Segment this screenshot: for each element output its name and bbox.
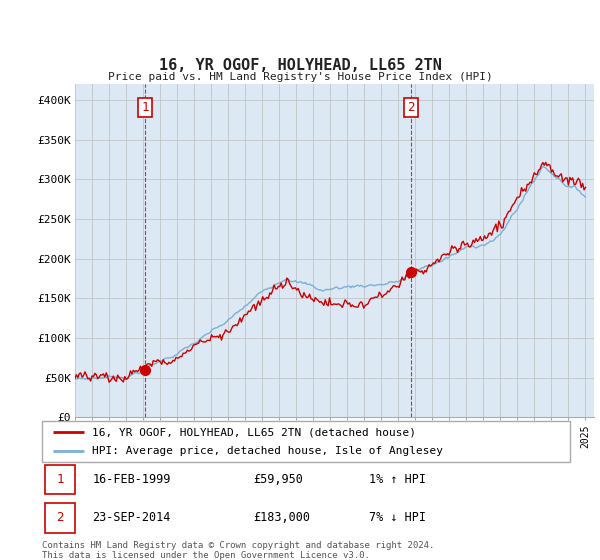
Text: 1% ↑ HPI: 1% ↑ HPI [370,473,427,486]
FancyBboxPatch shape [44,503,75,533]
Text: £59,950: £59,950 [253,473,303,486]
Text: 16, YR OGOF, HOLYHEAD, LL65 2TN: 16, YR OGOF, HOLYHEAD, LL65 2TN [158,58,442,73]
Text: 23-SEP-2014: 23-SEP-2014 [92,511,170,524]
Text: £183,000: £183,000 [253,511,310,524]
Text: 2: 2 [407,101,415,114]
Text: 1: 1 [56,473,64,486]
Text: 16-FEB-1999: 16-FEB-1999 [92,473,170,486]
Text: HPI: Average price, detached house, Isle of Anglesey: HPI: Average price, detached house, Isle… [92,446,443,456]
Text: 16, YR OGOF, HOLYHEAD, LL65 2TN (detached house): 16, YR OGOF, HOLYHEAD, LL65 2TN (detache… [92,427,416,437]
Text: Contains HM Land Registry data © Crown copyright and database right 2024.
This d: Contains HM Land Registry data © Crown c… [42,541,434,560]
FancyBboxPatch shape [44,465,75,494]
Text: 7% ↓ HPI: 7% ↓ HPI [370,511,427,524]
Text: Price paid vs. HM Land Registry's House Price Index (HPI): Price paid vs. HM Land Registry's House … [107,72,493,82]
Text: 1: 1 [142,101,149,114]
Text: 2: 2 [56,511,64,524]
